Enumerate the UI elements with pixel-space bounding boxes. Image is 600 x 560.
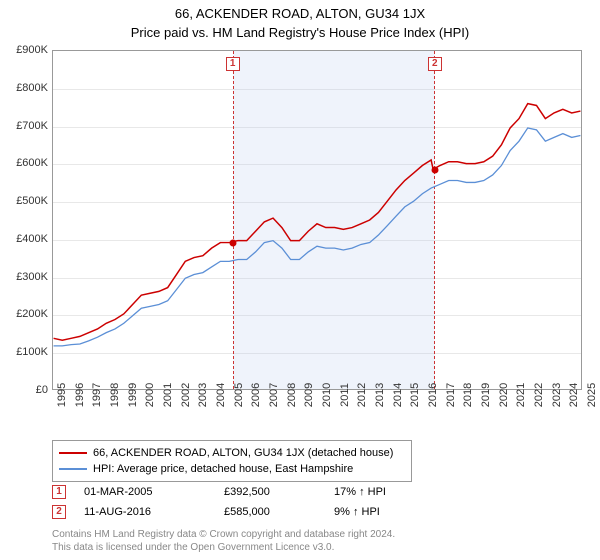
footer-line-2: This data is licensed under the Open Gov… xyxy=(52,541,395,554)
x-tick-label: 2011 xyxy=(339,383,351,407)
transactions-table: 1 01-MAR-2005£392,50017% ↑ HPI 2 11-AUG-201… xyxy=(52,482,434,522)
x-tick-label: 1995 xyxy=(56,383,68,407)
legend-label: HPI: Average price, detached house, East… xyxy=(93,463,353,475)
transaction-row: 1 01-MAR-2005£392,50017% ↑ HPI xyxy=(52,482,434,502)
x-tick-label: 2017 xyxy=(445,383,457,407)
y-tick-label: £900K xyxy=(0,44,48,56)
x-tick-label: 2014 xyxy=(392,383,404,407)
y-tick-label: £600K xyxy=(0,157,48,169)
footer-line-1: Contains HM Land Registry data © Crown c… xyxy=(52,528,395,541)
x-tick-label: 2020 xyxy=(498,383,510,407)
x-tick-label: 2022 xyxy=(533,383,545,407)
y-tick-label: £100K xyxy=(0,346,48,358)
y-tick-label: £0 xyxy=(0,384,48,396)
x-tick-label: 2024 xyxy=(568,383,580,407)
x-tick-label: 2019 xyxy=(480,383,492,407)
x-tick-label: 2010 xyxy=(321,383,333,407)
series-hpi xyxy=(54,128,581,346)
x-tick-label: 1997 xyxy=(91,383,103,407)
transaction-pct-vs-hpi: 17% ↑ HPI xyxy=(334,486,434,498)
page-title-subtitle: Price paid vs. HM Land Registry's House … xyxy=(0,21,600,46)
transaction-date: 01-MAR-2005 xyxy=(84,486,224,498)
x-tick-label: 2021 xyxy=(515,383,527,407)
x-tick-label: 1996 xyxy=(74,383,86,407)
sale-marker-badge: 1 xyxy=(226,57,240,71)
x-tick-label: 2006 xyxy=(250,383,262,407)
sale-marker-badge: 2 xyxy=(428,57,442,71)
x-tick-label: 1999 xyxy=(127,383,139,407)
x-tick-label: 1998 xyxy=(109,383,121,407)
x-tick-label: 2005 xyxy=(233,383,245,407)
legend-row: HPI: Average price, detached house, East… xyxy=(59,461,405,477)
y-tick-label: £300K xyxy=(0,271,48,283)
legend-swatch xyxy=(59,452,87,454)
transaction-price: £585,000 xyxy=(224,506,334,518)
y-tick-label: £700K xyxy=(0,120,48,132)
price-chart: 12 xyxy=(52,50,582,390)
x-tick-label: 2002 xyxy=(180,383,192,407)
sale-dot xyxy=(431,167,438,174)
transaction-date: 11-AUG-2016 xyxy=(84,506,224,518)
x-tick-label: 2012 xyxy=(356,383,368,407)
x-tick-label: 2007 xyxy=(268,383,280,407)
x-tick-label: 2025 xyxy=(586,383,598,407)
transaction-price: £392,500 xyxy=(224,486,334,498)
sale-dot xyxy=(229,239,236,246)
chart-lines-svg xyxy=(53,51,581,389)
series-property xyxy=(54,104,581,341)
attribution-footer: Contains HM Land Registry data © Crown c… xyxy=(52,528,395,554)
x-tick-label: 2000 xyxy=(144,383,156,407)
legend-row: 66, ACKENDER ROAD, ALTON, GU34 1JX (deta… xyxy=(59,445,405,461)
transaction-badge: 2 xyxy=(52,505,66,519)
x-tick-label: 2004 xyxy=(215,383,227,407)
y-tick-label: £400K xyxy=(0,233,48,245)
x-tick-label: 2001 xyxy=(162,383,174,407)
x-tick-label: 2023 xyxy=(551,383,563,407)
x-tick-label: 2015 xyxy=(409,383,421,407)
page-title-address: 66, ACKENDER ROAD, ALTON, GU34 1JX xyxy=(0,0,600,21)
transaction-badge: 1 xyxy=(52,485,66,499)
x-tick-label: 2016 xyxy=(427,383,439,407)
transaction-row: 2 11-AUG-2016£585,0009% ↑ HPI xyxy=(52,502,434,522)
y-tick-label: £200K xyxy=(0,308,48,320)
chart-legend: 66, ACKENDER ROAD, ALTON, GU34 1JX (deta… xyxy=(52,440,412,482)
y-tick-label: £500K xyxy=(0,195,48,207)
x-tick-label: 2003 xyxy=(197,383,209,407)
legend-swatch xyxy=(59,468,87,470)
y-tick-label: £800K xyxy=(0,82,48,94)
x-tick-label: 2018 xyxy=(462,383,474,407)
legend-label: 66, ACKENDER ROAD, ALTON, GU34 1JX (deta… xyxy=(93,447,393,459)
x-tick-label: 2008 xyxy=(286,383,298,407)
x-tick-label: 2009 xyxy=(303,383,315,407)
transaction-pct-vs-hpi: 9% ↑ HPI xyxy=(334,506,434,518)
x-tick-label: 2013 xyxy=(374,383,386,407)
